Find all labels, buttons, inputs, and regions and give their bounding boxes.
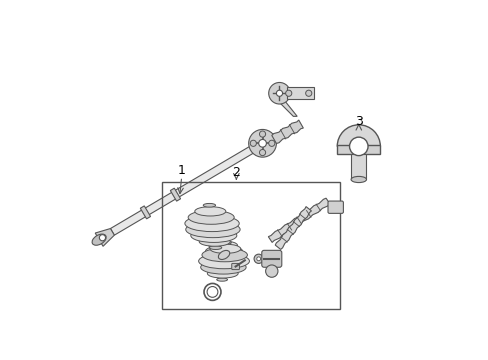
Polygon shape xyxy=(110,140,264,235)
Ellipse shape xyxy=(208,241,237,249)
Polygon shape xyxy=(170,188,180,201)
Ellipse shape xyxy=(218,251,229,260)
Circle shape xyxy=(254,254,263,264)
Circle shape xyxy=(207,287,218,297)
Circle shape xyxy=(349,137,367,156)
Ellipse shape xyxy=(92,234,106,245)
Text: 1: 1 xyxy=(178,164,185,177)
Circle shape xyxy=(256,257,260,261)
Bar xyxy=(162,182,339,309)
Polygon shape xyxy=(275,207,311,249)
Polygon shape xyxy=(268,198,329,242)
Circle shape xyxy=(250,140,256,147)
Circle shape xyxy=(258,139,266,147)
Ellipse shape xyxy=(190,229,236,242)
Circle shape xyxy=(248,130,276,157)
Ellipse shape xyxy=(220,241,231,244)
Ellipse shape xyxy=(194,207,225,216)
Ellipse shape xyxy=(198,253,249,269)
Circle shape xyxy=(276,90,282,96)
Ellipse shape xyxy=(209,246,221,249)
Polygon shape xyxy=(350,154,366,180)
FancyBboxPatch shape xyxy=(231,264,239,270)
Wedge shape xyxy=(337,125,380,147)
Text: 2: 2 xyxy=(232,166,240,179)
Ellipse shape xyxy=(216,278,227,281)
Polygon shape xyxy=(95,229,114,246)
Ellipse shape xyxy=(185,221,240,238)
Text: 3: 3 xyxy=(354,115,362,128)
Ellipse shape xyxy=(217,238,226,241)
Circle shape xyxy=(268,82,290,104)
Ellipse shape xyxy=(221,261,230,264)
Polygon shape xyxy=(271,120,303,144)
Polygon shape xyxy=(140,206,150,219)
Circle shape xyxy=(268,140,274,147)
Ellipse shape xyxy=(207,269,238,278)
Circle shape xyxy=(259,131,265,137)
FancyBboxPatch shape xyxy=(261,250,281,267)
Ellipse shape xyxy=(209,244,240,253)
Ellipse shape xyxy=(199,237,230,246)
Circle shape xyxy=(99,235,105,241)
Ellipse shape xyxy=(210,253,239,261)
Bar xyxy=(337,145,380,154)
Circle shape xyxy=(203,283,221,300)
Ellipse shape xyxy=(203,203,215,207)
Circle shape xyxy=(305,90,311,96)
FancyBboxPatch shape xyxy=(327,201,343,213)
Ellipse shape xyxy=(184,215,239,231)
Circle shape xyxy=(265,265,277,277)
Polygon shape xyxy=(286,87,313,99)
Circle shape xyxy=(259,149,265,156)
Ellipse shape xyxy=(202,248,247,262)
Circle shape xyxy=(285,90,291,96)
Ellipse shape xyxy=(350,176,366,183)
Ellipse shape xyxy=(205,246,242,257)
Polygon shape xyxy=(274,97,297,116)
Ellipse shape xyxy=(200,260,245,274)
Ellipse shape xyxy=(188,211,234,224)
